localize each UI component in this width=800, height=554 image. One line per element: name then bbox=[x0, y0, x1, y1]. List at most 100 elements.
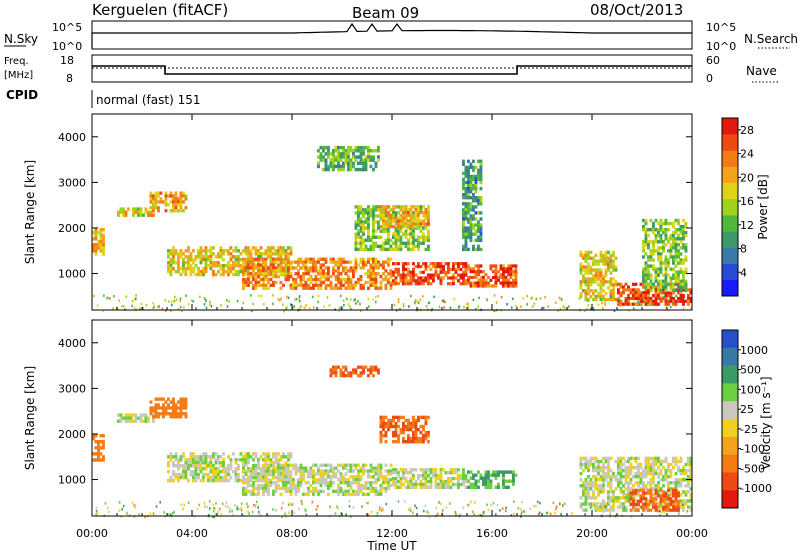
velocity-echo-cell bbox=[689, 508, 693, 512]
velocity-echo-cell bbox=[382, 486, 385, 491]
power-scatter-echo bbox=[340, 294, 342, 298]
velocity-echo-cell bbox=[674, 494, 678, 498]
velocity-echo-cell bbox=[684, 493, 688, 497]
velocity-echo-cell bbox=[297, 483, 300, 488]
power-echo-cell bbox=[502, 270, 505, 274]
velocity-echo-cell bbox=[622, 508, 625, 512]
velocity-echo-cell bbox=[172, 461, 175, 465]
power-echo-cell bbox=[412, 232, 415, 236]
power-echo-cell bbox=[234, 246, 238, 250]
power-echo-cell bbox=[474, 183, 478, 188]
power-echo-cell bbox=[327, 277, 330, 282]
freq-label: Freq. bbox=[4, 56, 29, 67]
velocity-echo-cell bbox=[357, 486, 360, 491]
power-echo-cell bbox=[414, 223, 418, 227]
velocity-echo-cell bbox=[412, 430, 415, 435]
power-echo-cell bbox=[592, 292, 595, 296]
velocity-echo-cell bbox=[354, 478, 358, 482]
power-echo-cell bbox=[197, 255, 200, 259]
power-echo-cell bbox=[419, 235, 423, 239]
power-echo-cell bbox=[229, 246, 233, 250]
velocity-scatter-echo bbox=[501, 507, 504, 510]
power-echo-cell bbox=[424, 247, 428, 252]
velocity-echo-cell bbox=[367, 475, 370, 479]
velocity-echo-cell bbox=[589, 496, 593, 500]
power-echo-cell bbox=[389, 283, 393, 287]
power-echo-cell bbox=[599, 250, 603, 254]
velocity-scatter-echo bbox=[410, 509, 412, 512]
velocity-echo-cell bbox=[649, 491, 653, 495]
nsky-panel-frame bbox=[91, 20, 693, 50]
velocity-echo-cell bbox=[359, 365, 363, 369]
power-echo-cell bbox=[219, 264, 223, 268]
velocity-echo-cell bbox=[274, 483, 278, 488]
nsearch-tick-top: 10^5 bbox=[706, 21, 736, 34]
power-echo-cell bbox=[467, 193, 470, 197]
power-echo-cell bbox=[262, 283, 265, 287]
power-echo-cell bbox=[277, 246, 280, 250]
power-echo-cell bbox=[682, 299, 685, 303]
velocity-echo-cell bbox=[689, 499, 693, 503]
power-echo-cell bbox=[357, 145, 360, 150]
velocity-echo-cell bbox=[227, 464, 230, 468]
velocity-echo-cell bbox=[474, 482, 478, 486]
velocity-echo-cell bbox=[287, 478, 290, 483]
power-echo-cell bbox=[674, 218, 678, 223]
power-echo-cell bbox=[339, 164, 343, 169]
power-echo-cell bbox=[659, 252, 663, 256]
power-echo-cell bbox=[654, 267, 658, 271]
velocity-echo-cell bbox=[92, 452, 95, 456]
power-scatter-echo bbox=[109, 297, 111, 300]
velocity-scatter-echo bbox=[675, 505, 678, 508]
power-echo-cell bbox=[624, 282, 628, 286]
velocity-echo-cell bbox=[582, 456, 585, 461]
power-echo-cell bbox=[417, 208, 420, 212]
velocity-scatter-echo bbox=[380, 509, 383, 512]
velocity-scatter-echo bbox=[259, 513, 262, 516]
power-echo-cell bbox=[342, 269, 345, 273]
power-echo-cell bbox=[197, 266, 200, 271]
power-scatter-echo bbox=[594, 297, 597, 300]
power-echo-cell bbox=[612, 277, 615, 281]
power-scatter-echo bbox=[637, 300, 639, 303]
velocity-colorbar-tick-label: 1000 bbox=[740, 344, 768, 357]
power-echo-cell bbox=[309, 280, 313, 285]
power-echo-cell bbox=[582, 256, 585, 260]
velocity-scatter-echo bbox=[138, 513, 140, 517]
velocity-scatter-echo bbox=[385, 502, 388, 506]
velocity-echo-cell bbox=[589, 456, 593, 461]
velocity-echo-cell bbox=[649, 478, 653, 482]
power-echo-cell bbox=[199, 258, 203, 262]
power-echo-cell bbox=[664, 228, 668, 232]
velocity-echo-cell bbox=[597, 505, 600, 509]
velocity-echo-cell bbox=[372, 365, 375, 369]
power-scatter-echo bbox=[690, 306, 693, 310]
velocity-echo-cell bbox=[457, 479, 460, 484]
velocity-echo-cell bbox=[664, 497, 668, 501]
power-echo-cell bbox=[214, 261, 218, 265]
velocity-echo-cell bbox=[584, 508, 588, 512]
power-echo-cell bbox=[669, 267, 673, 271]
power-echo-cell bbox=[402, 262, 405, 266]
velocity-echo-cell bbox=[384, 415, 388, 420]
velocity-echo-cell bbox=[184, 397, 188, 401]
power-echo-cell bbox=[427, 219, 430, 223]
power-echo-cell bbox=[669, 249, 673, 253]
velocity-echo-cell bbox=[162, 415, 165, 419]
power-echo-cell bbox=[387, 277, 390, 282]
power-echo-cell bbox=[479, 278, 483, 282]
velocity-echo-cell bbox=[642, 468, 645, 473]
power-echo-cell bbox=[642, 279, 645, 283]
velocity-echo-cell bbox=[182, 397, 185, 401]
velocity-echo-cell bbox=[687, 505, 690, 509]
power-echo-cell bbox=[404, 235, 408, 239]
velocity-echo-cell bbox=[252, 472, 255, 476]
nsearch-tick-bottom: 10^0 bbox=[706, 40, 736, 53]
velocity-echo-cell bbox=[589, 459, 593, 464]
velocity-echo-cell bbox=[619, 478, 623, 482]
velocity-echo-cell bbox=[609, 499, 613, 503]
power-scatter-echo bbox=[298, 299, 301, 303]
power-echo-cell bbox=[402, 265, 405, 269]
power-echo-cell bbox=[247, 257, 250, 261]
power-echo-cell bbox=[377, 214, 380, 218]
